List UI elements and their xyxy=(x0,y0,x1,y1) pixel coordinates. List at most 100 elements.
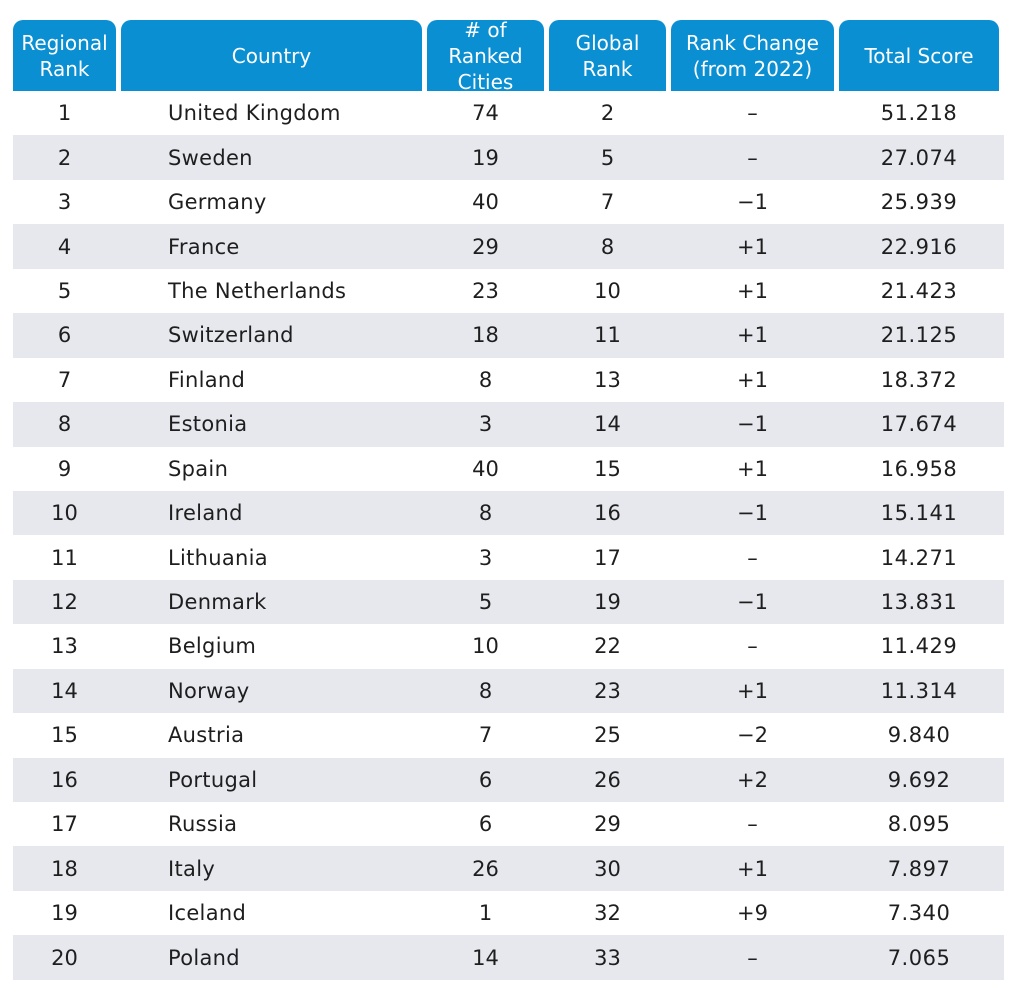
regional-rank-cell: 3 xyxy=(57,190,72,215)
regional-rank-cell: 6 xyxy=(57,323,72,348)
table-row: 9 Spain 40 15 +1 16.958 xyxy=(13,447,1004,491)
total-score-cell: 11.429 xyxy=(880,634,958,659)
total-score-cell: 14.271 xyxy=(880,545,958,570)
regional-rank-cell: 8 xyxy=(57,412,72,437)
ranked-cities-cell: 3 xyxy=(478,412,493,437)
total-score-cell: 17.674 xyxy=(880,412,958,437)
header-global-rank: Global Rank xyxy=(549,20,666,91)
total-score-cell: 8.095 xyxy=(887,812,951,837)
rank-change-cell: +1 xyxy=(737,678,768,703)
header-total-score: Total Score xyxy=(839,20,999,91)
table-row: 12 Denmark 5 19 −1 13.831 xyxy=(13,579,1004,625)
country-cell: Norway xyxy=(168,678,250,703)
table-row: 5 The Netherlands 23 10 +1 21.423 xyxy=(13,269,1004,313)
regional-rank-cell: 11 xyxy=(51,545,78,570)
table-row: 11 Lithuania 3 17 – 14.271 xyxy=(13,535,1004,579)
country-cell: Switzerland xyxy=(168,323,294,348)
ranked-cities-cell: 8 xyxy=(478,501,493,526)
country-cell: Ireland xyxy=(168,501,243,526)
header-regional-rank: Regional Rank xyxy=(13,20,116,91)
rank-change-cell: – xyxy=(747,634,758,659)
total-score-cell: 7.897 xyxy=(887,856,951,881)
regional-rank-cell: 10 xyxy=(51,501,78,526)
country-cell: Lithuania xyxy=(168,545,268,570)
table-row: 15 Austria 7 25 −2 9.840 xyxy=(13,713,1004,757)
rank-change-cell: −1 xyxy=(737,590,768,615)
global-rank-cell: 26 xyxy=(594,767,621,792)
rank-change-cell: +1 xyxy=(737,234,768,259)
rank-change-cell: +1 xyxy=(737,456,768,481)
ranking-table: Regional Rank Country # of Ranked Cities… xyxy=(13,18,1004,980)
global-rank-cell: 11 xyxy=(594,323,621,348)
global-rank-cell: 32 xyxy=(594,901,621,926)
country-cell: France xyxy=(168,234,240,259)
ranked-cities-cell: 19 xyxy=(472,145,499,170)
ranked-cities-cell: 29 xyxy=(472,234,499,259)
ranked-cities-cell: 40 xyxy=(472,456,499,481)
ranked-cities-cell: 7 xyxy=(478,723,493,748)
table-row: 7 Finland 8 13 +1 18.372 xyxy=(13,358,1004,402)
country-cell: Germany xyxy=(168,190,267,215)
global-rank-cell: 15 xyxy=(594,456,621,481)
global-rank-cell: 29 xyxy=(594,812,621,837)
regional-rank-cell: 12 xyxy=(51,590,78,615)
country-cell: Austria xyxy=(168,723,245,748)
country-cell: The Netherlands xyxy=(168,278,347,303)
rank-change-cell: −1 xyxy=(737,501,768,526)
global-rank-cell: 19 xyxy=(594,590,621,615)
rank-change-cell: −1 xyxy=(737,412,768,437)
table-row: 14 Norway 8 23 +1 11.314 xyxy=(13,668,1004,714)
regional-rank-cell: 4 xyxy=(57,234,72,259)
ranked-cities-cell: 8 xyxy=(478,678,493,703)
rank-change-cell: – xyxy=(747,945,758,970)
regional-rank-cell: 1 xyxy=(57,101,72,126)
ranked-cities-cell: 74 xyxy=(472,101,499,126)
country-cell: Estonia xyxy=(168,412,248,437)
global-rank-cell: 8 xyxy=(600,234,615,259)
global-rank-cell: 7 xyxy=(600,190,615,215)
regional-rank-cell: 2 xyxy=(57,145,72,170)
global-rank-cell: 13 xyxy=(594,367,621,392)
total-score-cell: 7.065 xyxy=(887,945,951,970)
country-cell: United Kingdom xyxy=(168,101,341,126)
total-score-cell: 25.939 xyxy=(880,190,958,215)
total-score-cell: 7.340 xyxy=(887,901,951,926)
table-row: 2 Sweden 19 5 – 27.074 xyxy=(13,135,1004,180)
global-rank-cell: 14 xyxy=(594,412,621,437)
total-score-cell: 18.372 xyxy=(880,367,958,392)
regional-rank-cell: 15 xyxy=(51,723,78,748)
country-cell: Portugal xyxy=(168,767,258,792)
country-cell: Poland xyxy=(168,945,240,970)
rank-change-cell: +1 xyxy=(737,323,768,348)
global-rank-cell: 25 xyxy=(594,723,621,748)
ranked-cities-cell: 3 xyxy=(478,545,493,570)
rank-change-cell: +1 xyxy=(737,367,768,392)
country-cell: Spain xyxy=(168,456,229,481)
ranked-cities-cell: 26 xyxy=(472,856,499,881)
global-rank-cell: 23 xyxy=(594,678,621,703)
rank-change-cell: −1 xyxy=(737,190,768,215)
table-row: 4 France 29 8 +1 22.916 xyxy=(13,224,1004,269)
table-row: 6 Switzerland 18 11 +1 21.125 xyxy=(13,313,1004,358)
total-score-cell: 16.958 xyxy=(880,456,958,481)
table-row: 8 Estonia 3 14 −1 17.674 xyxy=(13,402,1004,447)
global-rank-cell: 17 xyxy=(594,545,621,570)
regional-rank-cell: 20 xyxy=(51,945,78,970)
rank-change-cell: +1 xyxy=(737,856,768,881)
rank-change-cell: – xyxy=(747,545,758,570)
regional-rank-cell: 7 xyxy=(57,367,72,392)
table-row: 19 Iceland 1 32 +9 7.340 xyxy=(13,891,1004,935)
table-row: 17 Russia 6 29 – 8.095 xyxy=(13,802,1004,846)
regional-rank-cell: 16 xyxy=(51,767,78,792)
total-score-cell: 15.141 xyxy=(880,501,958,526)
ranked-cities-cell: 23 xyxy=(472,278,499,303)
rank-change-cell: +9 xyxy=(737,901,768,926)
table-row: 16 Portugal 6 26 +2 9.692 xyxy=(13,757,1004,802)
table-row: 1 United Kingdom 74 2 – 51.218 xyxy=(13,91,1004,135)
table-row: 18 Italy 26 30 +1 7.897 xyxy=(13,846,1004,891)
global-rank-cell: 5 xyxy=(600,145,615,170)
rank-change-cell: +2 xyxy=(737,767,768,792)
total-score-cell: 9.692 xyxy=(887,767,951,792)
rank-change-cell: – xyxy=(747,145,758,170)
country-cell: Russia xyxy=(168,812,238,837)
